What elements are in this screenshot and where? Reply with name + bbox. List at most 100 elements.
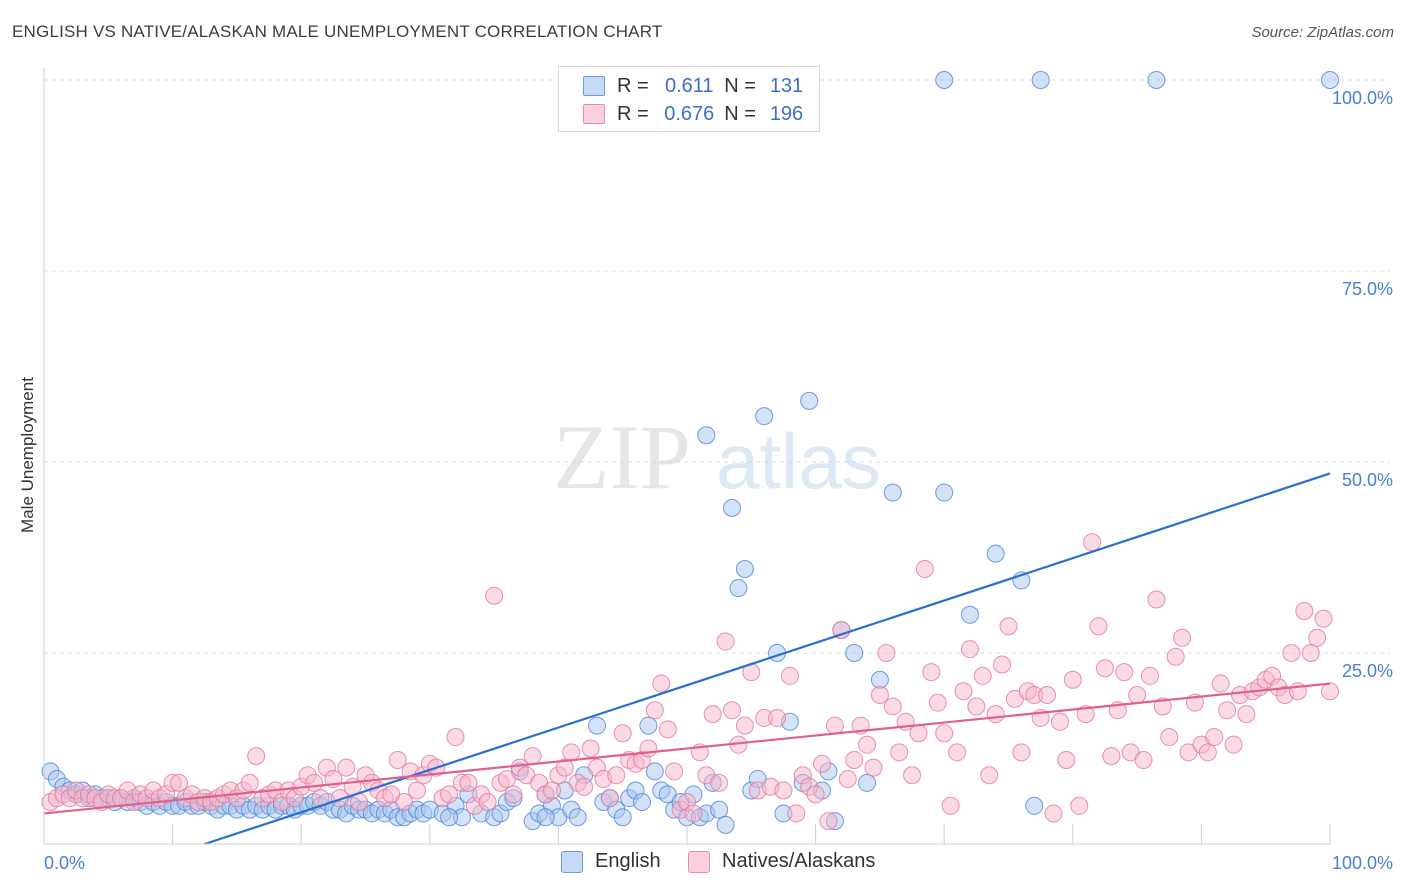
data-point bbox=[240, 773, 259, 792]
n-label: N = bbox=[724, 74, 756, 97]
data-point bbox=[915, 559, 934, 578]
data-point bbox=[723, 701, 742, 720]
data-point bbox=[935, 483, 954, 502]
r-value: 0.676 bbox=[664, 102, 715, 125]
data-point bbox=[555, 758, 574, 777]
data-point bbox=[729, 579, 748, 598]
axes: 25.0% 50.0% 75.0% 100.0% 0.0% 100.0% bbox=[43, 68, 1393, 873]
data-point bbox=[1038, 686, 1057, 705]
data-point bbox=[1211, 674, 1230, 693]
data-point bbox=[1147, 590, 1166, 609]
data-point bbox=[774, 781, 793, 800]
data-point bbox=[1205, 728, 1224, 747]
data-point bbox=[1063, 670, 1082, 689]
data-point bbox=[909, 724, 928, 743]
trend-lines bbox=[43, 472, 1331, 846]
data-point bbox=[883, 483, 902, 502]
y-tick-label: 25.0% bbox=[1342, 661, 1393, 681]
data-point bbox=[170, 773, 189, 792]
data-point bbox=[645, 762, 664, 781]
data-point bbox=[1153, 697, 1172, 716]
data-point bbox=[1237, 705, 1256, 724]
legend-swatch bbox=[688, 850, 710, 873]
data-point bbox=[768, 708, 787, 727]
data-point bbox=[1115, 663, 1134, 682]
data-point bbox=[980, 766, 999, 785]
data-point bbox=[890, 743, 909, 762]
grid-lines bbox=[44, 79, 1390, 654]
data-point bbox=[787, 804, 806, 823]
data-point bbox=[960, 605, 979, 624]
data-point bbox=[485, 586, 504, 605]
data-point bbox=[948, 743, 967, 762]
data-point bbox=[645, 701, 664, 720]
data-point bbox=[613, 724, 632, 743]
data-point bbox=[806, 785, 825, 804]
data-point bbox=[928, 693, 947, 712]
data-point bbox=[587, 716, 606, 735]
legend-item-english[interactable]: English bbox=[561, 850, 661, 873]
legend-swatch-english bbox=[583, 76, 605, 96]
data-point bbox=[825, 716, 844, 735]
data-point bbox=[568, 808, 587, 827]
data-point bbox=[1050, 712, 1069, 731]
data-point bbox=[1025, 796, 1044, 815]
trend-line bbox=[204, 472, 1331, 846]
data-point bbox=[999, 617, 1018, 636]
data-point bbox=[735, 716, 754, 735]
data-point bbox=[1314, 609, 1333, 628]
data-point bbox=[1095, 659, 1114, 678]
data-point bbox=[1140, 666, 1159, 685]
data-point bbox=[658, 720, 677, 739]
data-point bbox=[600, 789, 619, 808]
data-point bbox=[1282, 644, 1301, 662]
data-point bbox=[858, 735, 877, 754]
data-point bbox=[1012, 743, 1031, 762]
watermark: ZIP atlas bbox=[553, 406, 881, 508]
data-point bbox=[838, 770, 857, 789]
legend-item-natives[interactable]: Natives/Alaskans bbox=[688, 850, 875, 873]
data-point bbox=[575, 777, 594, 796]
data-point bbox=[407, 781, 426, 800]
data-point bbox=[504, 785, 523, 804]
watermark-zip: ZIP bbox=[553, 406, 691, 508]
data-point bbox=[973, 666, 992, 685]
data-point bbox=[639, 716, 658, 735]
data-point bbox=[1134, 750, 1153, 769]
n-label: N = bbox=[724, 102, 756, 125]
r-label: R = bbox=[617, 102, 649, 125]
series-natives-alaskans bbox=[41, 533, 1339, 831]
data-point bbox=[935, 71, 954, 89]
data-point bbox=[903, 766, 922, 785]
data-point bbox=[446, 728, 465, 747]
data-point bbox=[562, 743, 581, 762]
y-tick-label: 100.0% bbox=[1332, 88, 1393, 108]
data-point bbox=[883, 697, 902, 716]
data-point bbox=[523, 747, 542, 766]
data-point bbox=[536, 808, 555, 827]
legend-label: English bbox=[595, 850, 661, 872]
data-point bbox=[632, 792, 651, 811]
data-point bbox=[858, 773, 877, 792]
data-point bbox=[1295, 601, 1314, 620]
data-point bbox=[337, 758, 356, 777]
data-point bbox=[1301, 644, 1320, 662]
data-point bbox=[870, 686, 889, 705]
data-point bbox=[941, 796, 960, 815]
data-point bbox=[1166, 647, 1185, 666]
data-points bbox=[41, 71, 1339, 834]
data-point bbox=[1218, 701, 1237, 720]
data-point bbox=[1160, 728, 1179, 747]
data-point bbox=[697, 426, 716, 445]
n-value: 196 bbox=[769, 102, 804, 125]
chart-title: ENGLISH VS NATIVE/ALASKAN MALE UNEMPLOYM… bbox=[12, 22, 663, 41]
watermark-atlas: atlas bbox=[716, 417, 881, 505]
r-value: 0.611 bbox=[664, 74, 714, 97]
data-point bbox=[954, 682, 973, 701]
legend-row-english: R = 0.611 N = 131 bbox=[583, 71, 812, 101]
data-point bbox=[1044, 804, 1063, 823]
data-point bbox=[440, 808, 459, 827]
data-point bbox=[780, 666, 799, 685]
data-point bbox=[967, 697, 986, 716]
